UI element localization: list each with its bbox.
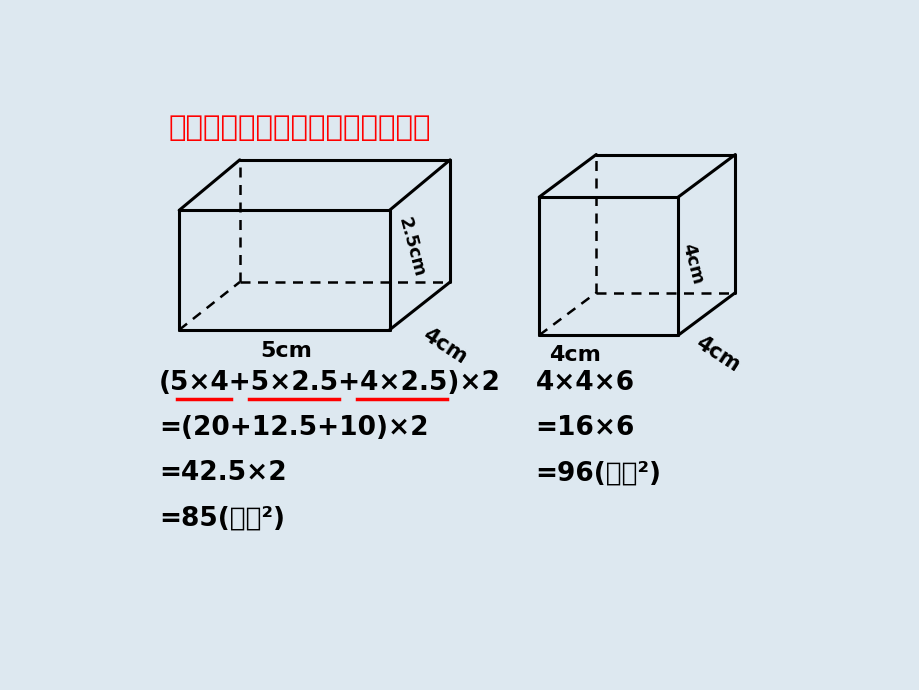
- Text: =96(厘簱²): =96(厘簱²): [535, 460, 661, 486]
- Text: 4cm: 4cm: [549, 345, 600, 365]
- Text: 4cm: 4cm: [677, 241, 706, 286]
- Text: 求下面长方体和正方体的表面积。: 求下面长方体和正方体的表面积。: [168, 114, 430, 142]
- Text: =(20+12.5+10)×2: =(20+12.5+10)×2: [159, 415, 428, 441]
- Text: 4cm: 4cm: [418, 324, 470, 367]
- Text: 5cm: 5cm: [260, 341, 312, 361]
- Text: =85(厘簱²): =85(厘簱²): [159, 506, 285, 531]
- Text: =16×6: =16×6: [535, 415, 634, 441]
- Text: (5×4+5×2.5+4×2.5)×2: (5×4+5×2.5+4×2.5)×2: [159, 370, 501, 396]
- Text: =42.5×2: =42.5×2: [159, 460, 287, 486]
- Text: 2.5cm: 2.5cm: [394, 215, 427, 279]
- Text: 4cm: 4cm: [691, 332, 743, 375]
- Text: 4×4×6: 4×4×6: [535, 370, 634, 396]
